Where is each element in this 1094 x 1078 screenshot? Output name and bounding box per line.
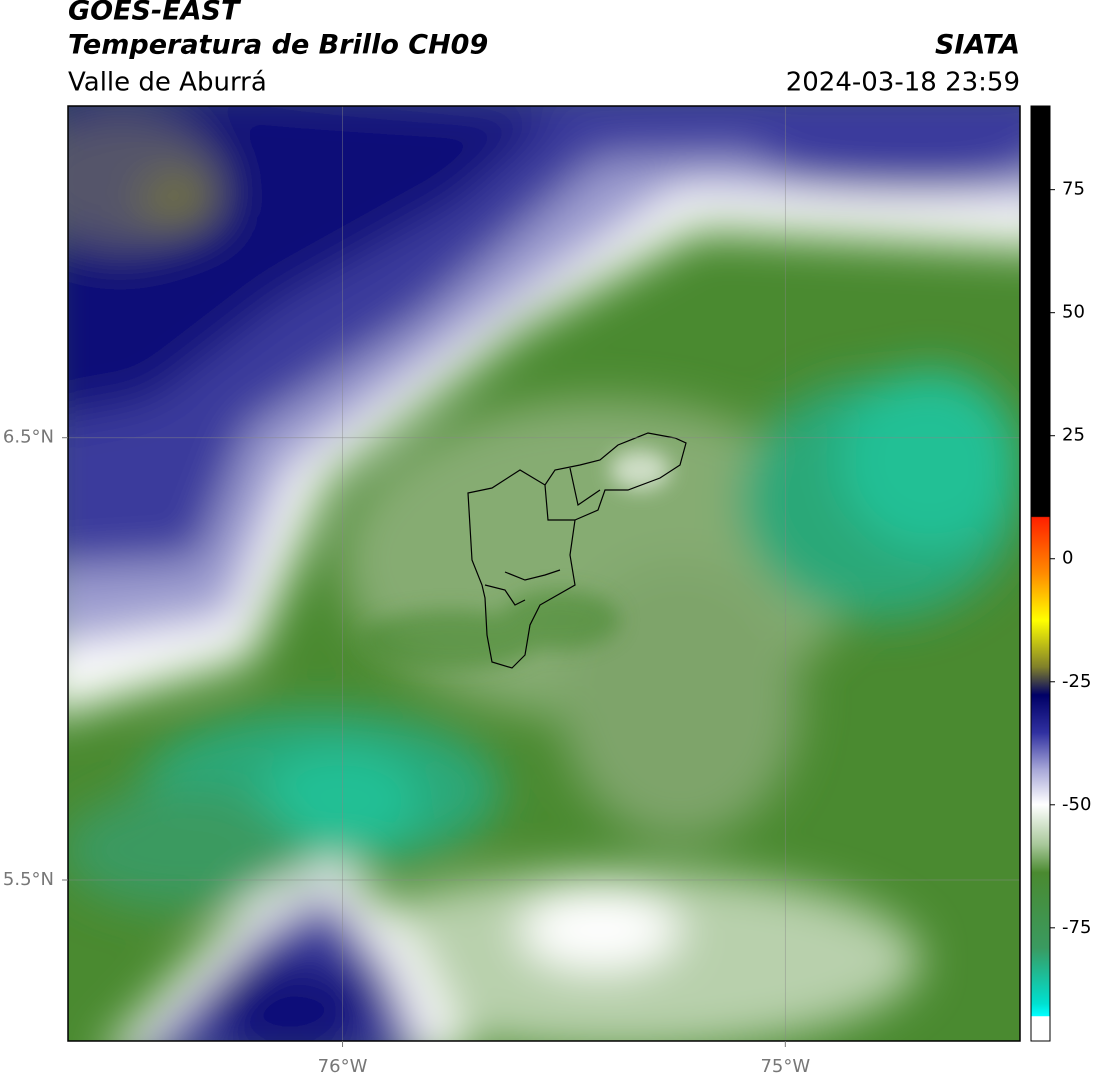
watershed-outline	[467, 432, 687, 669]
title: GOES-EAST	[68, 0, 242, 27]
grid	[68, 106, 1020, 1041]
lat-label: 5.5°N	[3, 869, 54, 890]
lon-label: 76°W	[318, 1056, 368, 1077]
datetime: 2024-03-18 23:59	[786, 68, 1020, 98]
colorbar-tick-label: 0	[1062, 548, 1073, 569]
lat-label: 6.5°N	[3, 427, 54, 448]
colorbar-tick-label: -75	[1062, 917, 1091, 938]
colorbar-tick-label: -25	[1062, 671, 1091, 692]
region: Valle de Aburrá	[68, 68, 267, 98]
colorbar-tick-label: 50	[1062, 302, 1085, 323]
lon-label: 75°W	[760, 1056, 810, 1077]
source: SIATA	[935, 30, 1020, 61]
colorbar-tick-label: 75	[1062, 179, 1085, 200]
colorbar-tick-label: 25	[1062, 425, 1085, 446]
map-frame	[67, 105, 1021, 1042]
colorbar	[1030, 105, 1051, 1042]
colorbar-tick-label: -50	[1062, 794, 1091, 815]
subtitle: Temperatura de Brillo CH09	[68, 30, 488, 61]
map-field	[68, 106, 1020, 1041]
